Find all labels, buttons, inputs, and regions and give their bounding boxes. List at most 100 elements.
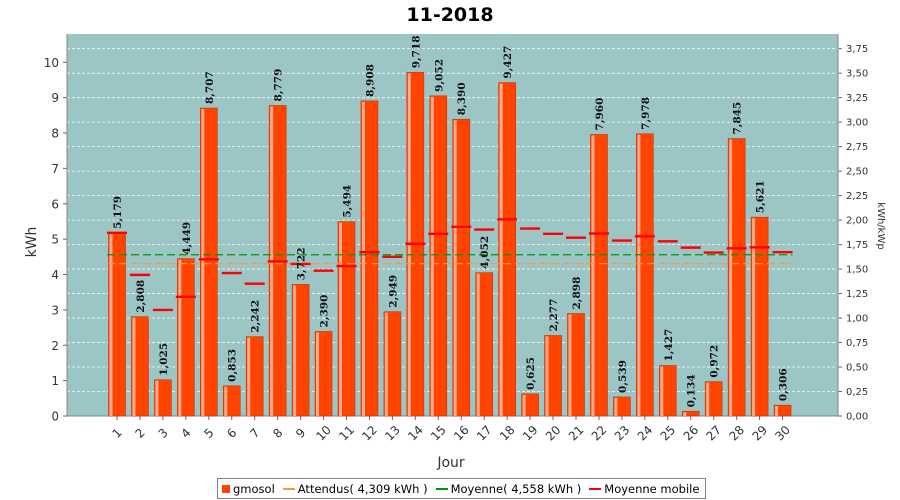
moving-average-series (107, 218, 793, 312)
legend-item-moyenne: Moyenne( 4,558 kWh ) (435, 481, 582, 496)
x-tick-label: 20 (543, 423, 564, 444)
bar (590, 134, 608, 417)
y2-tick-label: 2,00 (846, 216, 868, 227)
x-tick-label: 4 (178, 426, 193, 441)
x-tick-label: 13 (382, 423, 403, 444)
bar (200, 107, 218, 417)
bar-value-label: 3,722 (296, 247, 308, 280)
bar-highlight (430, 96, 434, 417)
bar (314, 331, 333, 417)
x-tick-label: 26 (681, 423, 702, 444)
y2-tick-label: 3,75 (846, 44, 868, 55)
x-tick-label: 18 (497, 423, 518, 444)
bar-value-label: 2,277 (548, 299, 560, 332)
bar (750, 216, 769, 417)
bar-highlight (729, 139, 733, 416)
x-tick-label: 22 (589, 423, 610, 444)
bar-highlight (683, 412, 687, 416)
bar-highlight (775, 406, 779, 416)
y2-tick-label: 0,25 (846, 387, 868, 398)
bar-value-label: 9,052 (433, 59, 445, 92)
bar-highlight (109, 233, 113, 416)
x-tick-label: 12 (359, 423, 380, 444)
legend-item-moyenne-mobile: Moyenne mobile (589, 482, 699, 496)
bar-value-label: 5,621 (755, 180, 767, 213)
bar-highlight (476, 273, 480, 416)
y2-tick-label: 3,00 (846, 118, 868, 129)
legend-swatch-gmosol (222, 484, 230, 493)
x-tick-label: 24 (635, 423, 656, 444)
legend-label-moyenne: Moyenne( 4,558 kWh ) (450, 481, 582, 496)
bar (521, 393, 539, 417)
y-tick-label: 7 (51, 162, 59, 176)
bar (291, 284, 310, 417)
bar (727, 138, 746, 417)
y-tick-label: 0 (51, 410, 59, 424)
bar (567, 313, 585, 417)
bar-value-label: 2,390 (319, 295, 331, 328)
bar (681, 410, 700, 417)
bar-highlight (316, 332, 320, 416)
chart-title: 11-2018 (406, 4, 494, 26)
bar-value-label: 1,025 (158, 343, 170, 376)
y-tick-label: 8 (51, 127, 59, 141)
bar-value-label: 0,306 (778, 368, 790, 401)
y-tick-label: 9 (51, 91, 59, 105)
bar-value-label: 8,390 (456, 82, 468, 115)
bar (383, 311, 402, 417)
legend-item-attendus: Attendus( 4,309 kWh ) (282, 481, 428, 496)
bar-highlight (752, 218, 756, 416)
bar-value-label: 9,718 (410, 35, 422, 68)
bar-highlight (660, 366, 664, 416)
y-tick-label: 4 (51, 268, 59, 282)
legend-item-gmosol: gmosol (222, 482, 275, 496)
bar-highlight (224, 386, 228, 416)
legend-label-attendus: Attendus( 4,309 kWh ) (297, 481, 428, 496)
y2-tick-label: 1,50 (846, 265, 868, 276)
bar (222, 385, 241, 417)
reference-lines (107, 254, 793, 265)
x-tick-label: 16 (451, 423, 472, 444)
x-tick-label: 6 (224, 426, 239, 441)
bar (452, 118, 471, 417)
bar (245, 336, 264, 417)
bar-value-label: 2,949 (387, 275, 399, 308)
y2-tick-label: 3,25 (846, 93, 868, 104)
bar-highlight (384, 312, 388, 416)
y-tick-label: 6 (51, 197, 59, 211)
bar-highlight (201, 109, 205, 416)
legend-label-moyenne-mobile: Moyenne mobile (604, 481, 700, 496)
bar (131, 316, 149, 417)
x-tick-label: 25 (658, 423, 679, 444)
x-tick-label: 19 (520, 423, 541, 444)
bar-value-label: 0,134 (686, 374, 698, 407)
x-tick-label: 30 (772, 423, 793, 444)
bar-highlight (568, 314, 572, 416)
y-tick-label: 3 (51, 303, 59, 317)
bar-highlight (178, 259, 182, 416)
bar-value-label: 7,845 (732, 102, 744, 135)
bar-value-label: 0,853 (227, 349, 239, 382)
legend-swatch-attendus (282, 487, 295, 490)
bar (360, 100, 379, 417)
x-tick-label: 27 (704, 423, 725, 444)
bar-highlight (339, 222, 342, 416)
bar-value-label: 8,707 (204, 71, 216, 104)
x-tick-label: 14 (405, 423, 426, 444)
x-tick-label: 10 (313, 423, 334, 444)
bar-value-label: 0,625 (525, 357, 537, 390)
x-tick-label: 23 (612, 423, 633, 444)
bar (773, 404, 792, 417)
bar-value-label: 1,427 (663, 329, 675, 362)
bar (498, 82, 516, 417)
bar-highlight (637, 134, 641, 416)
y-axis-label: kWh (24, 227, 40, 258)
y-tick-label: 5 (51, 233, 59, 247)
x-tick-label: 29 (749, 423, 770, 444)
bar-highlight (155, 380, 159, 416)
x-tick-label: 28 (726, 423, 747, 444)
bar (154, 379, 172, 417)
bar-series (108, 71, 792, 417)
bar-value-label: 8,779 (273, 69, 285, 102)
